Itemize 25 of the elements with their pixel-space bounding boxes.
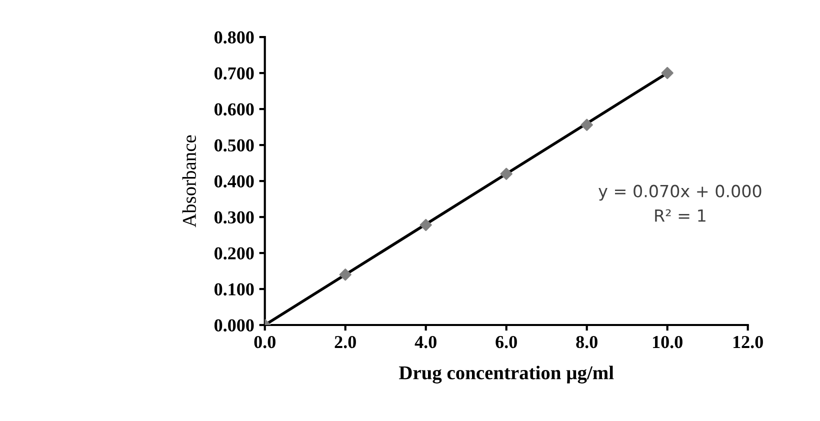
- x-tick-label: 12.0: [733, 336, 763, 348]
- annotation: R² = 1: [655, 209, 706, 222]
- y-tick-label: 0.200: [214, 247, 254, 260]
- y-tick-label: 0.100: [214, 283, 254, 296]
- annotation: y = 0.070x + 0.000: [598, 184, 762, 201]
- point: [580, 118, 593, 131]
- point: [500, 168, 512, 180]
- x-tick-label: 0.0: [254, 336, 276, 348]
- point: [420, 218, 432, 232]
- y-tick-label: 0.700: [214, 67, 254, 80]
- y-tick-label: 0.300: [214, 211, 254, 224]
- x-tick-label: 8.0: [576, 336, 598, 348]
- y-tick-label: 0.800: [214, 31, 254, 44]
- point: [339, 268, 352, 281]
- point: [661, 66, 674, 80]
- x-tick-label: 2.0: [334, 336, 356, 348]
- y-tick-label: 0.600: [214, 103, 254, 116]
- x-tick-label: 4.0: [414, 336, 436, 348]
- y-tick-label: 0.500: [214, 139, 254, 152]
- x-axis-title: Drug concentration µg/ml: [399, 366, 614, 384]
- y-tick-label: 0.400: [214, 175, 254, 188]
- y-axis-title: Absorbance: [182, 135, 196, 228]
- x-tick-label: 10.0: [652, 336, 682, 348]
- x-tick-label: 6.0: [496, 336, 517, 348]
- y-tick-label: 0.000: [214, 319, 254, 332]
